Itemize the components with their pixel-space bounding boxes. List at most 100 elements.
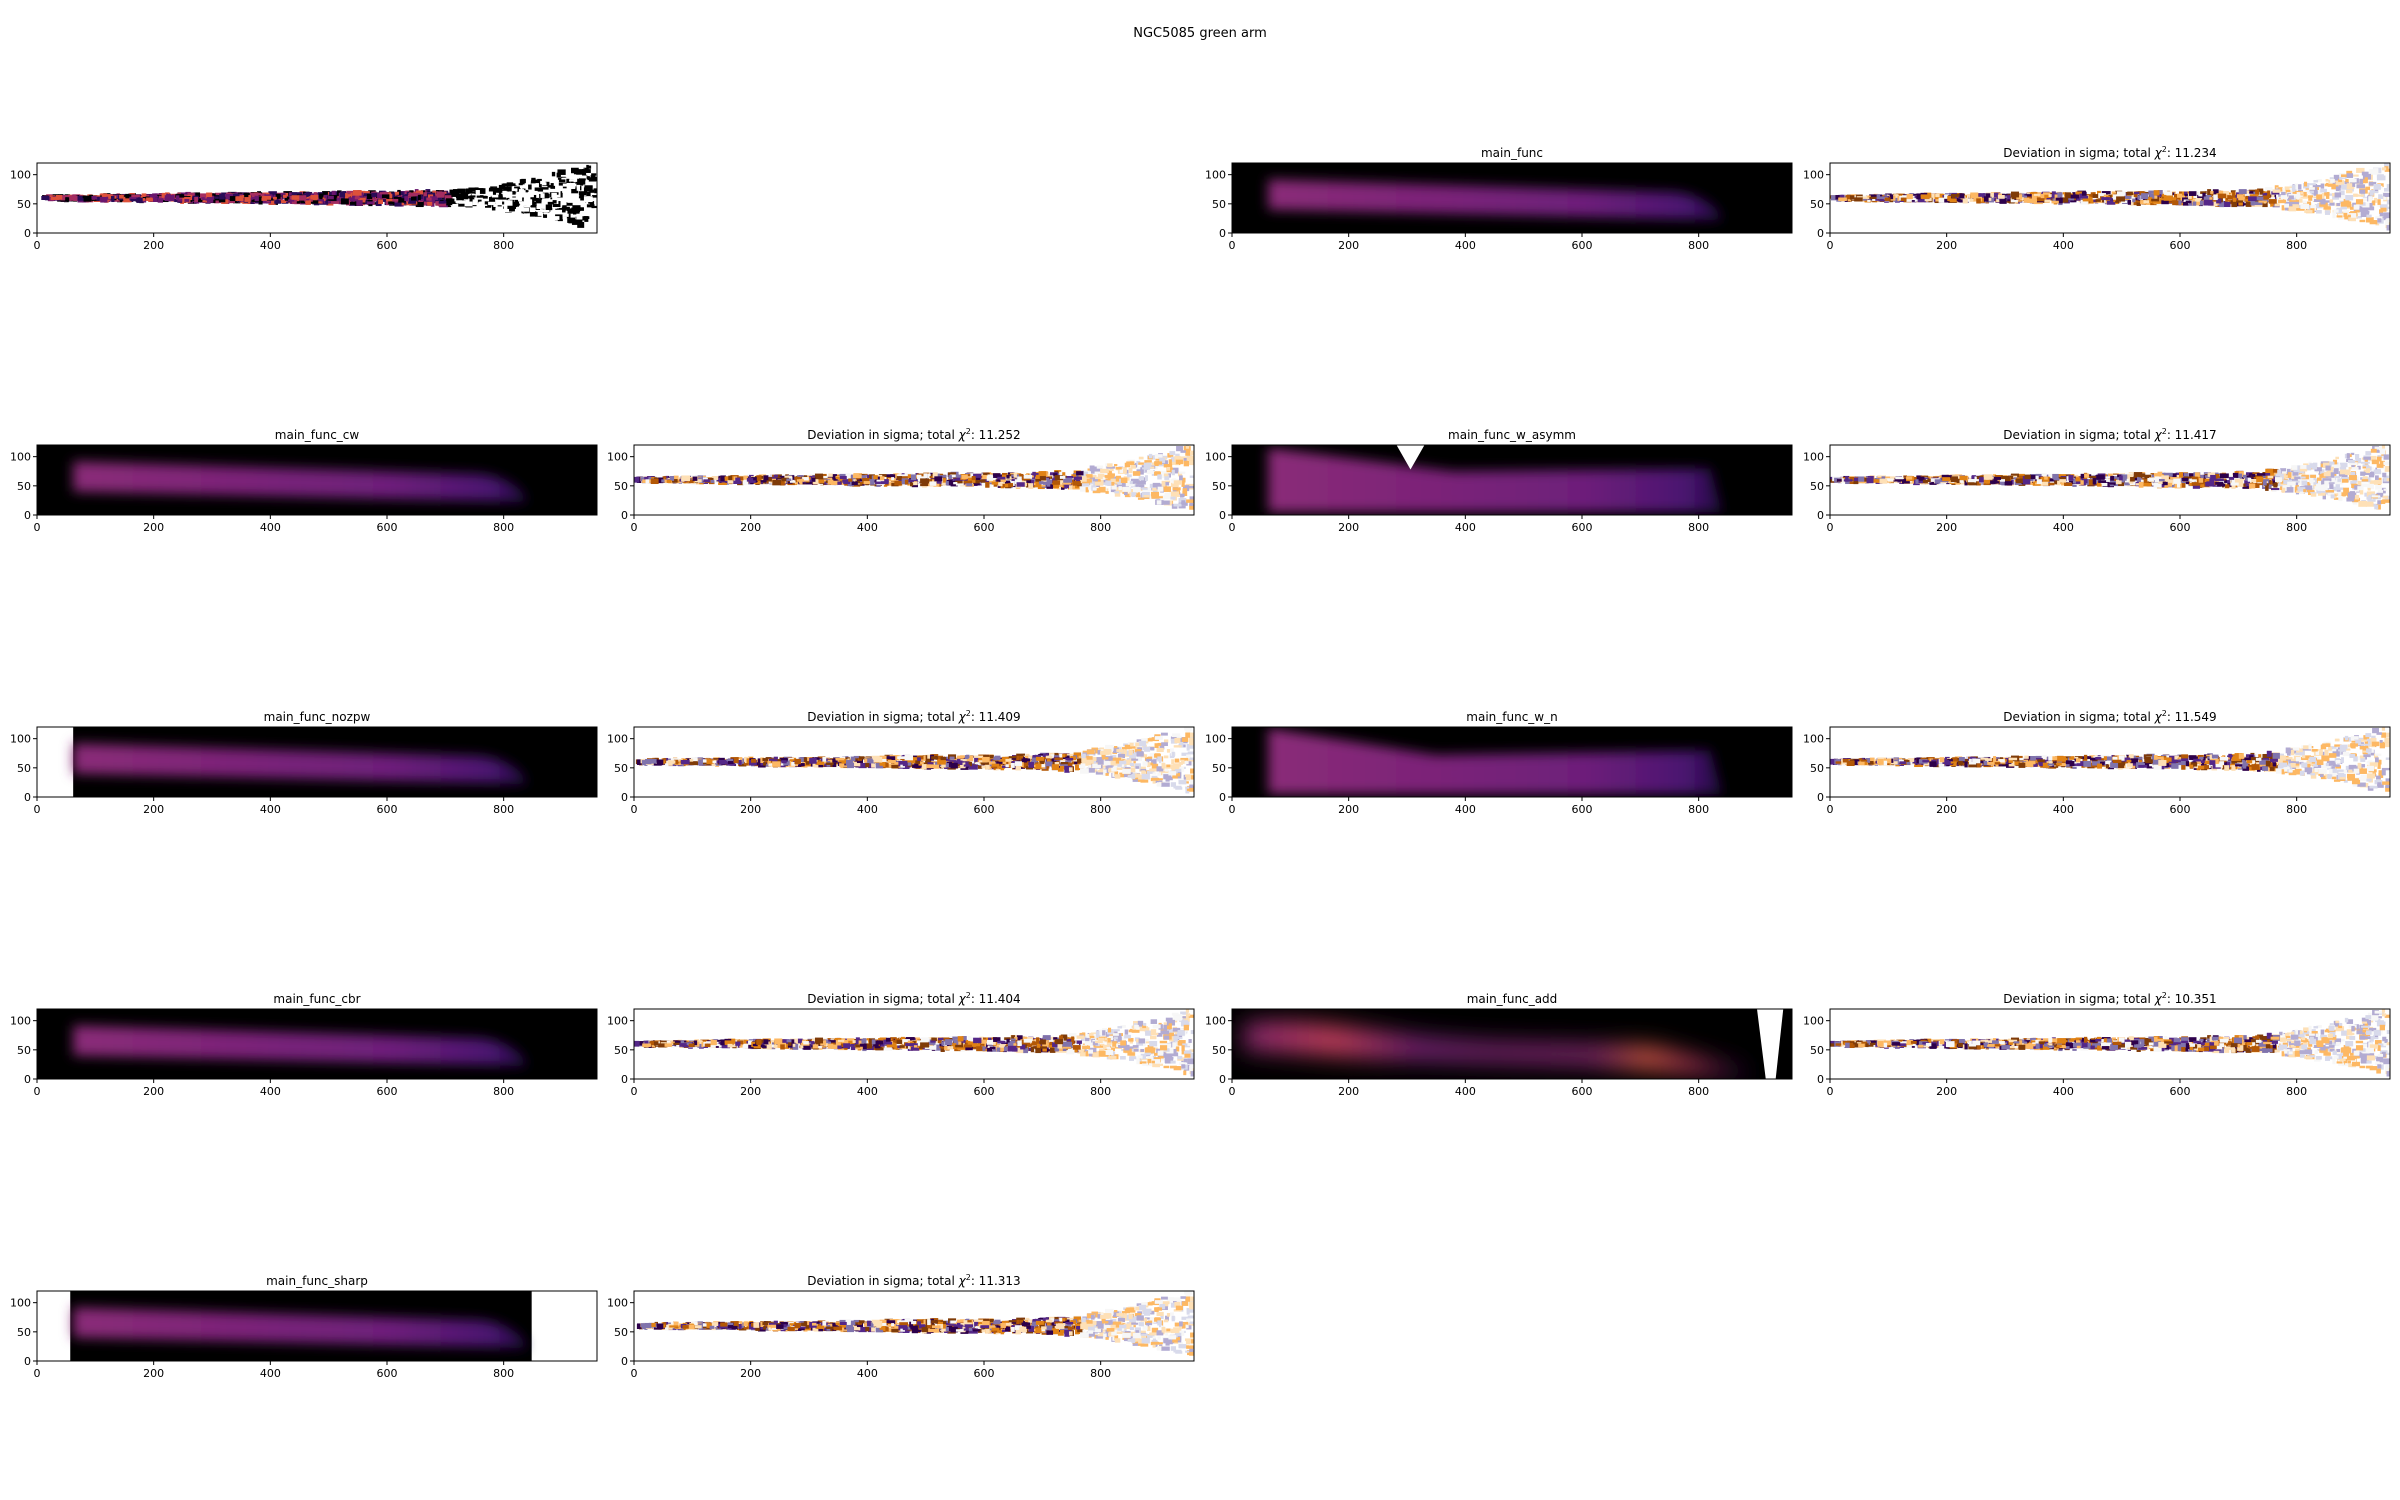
- pixel-cell: [73, 195, 78, 202]
- pixel-cell: [206, 192, 213, 198]
- pixel-cell: [1878, 198, 1886, 202]
- pixel-cell: [893, 473, 899, 479]
- pixel-cell: [2166, 201, 2175, 204]
- pixel-cell: [851, 481, 858, 486]
- pixel-cell: [542, 198, 550, 203]
- pixel-cell: [1135, 484, 1139, 487]
- pixel-cell: [1889, 194, 1894, 200]
- pixel-cell: [1156, 500, 1162, 505]
- pixel-cell: [2291, 184, 2296, 191]
- pixel-cell: [1086, 478, 1092, 483]
- pixel-cell: [385, 198, 393, 202]
- image-area: [1830, 163, 2390, 231]
- pixel-cell: [428, 197, 435, 202]
- pixel-cell: [250, 197, 257, 200]
- pixel-cell: [2185, 200, 2192, 204]
- pixel-cell: [367, 201, 374, 205]
- pixel-cell: [720, 475, 726, 482]
- pixel-cell: [2365, 186, 2371, 190]
- x-tick-label: 200: [740, 521, 761, 534]
- pixel-cell: [1110, 478, 1120, 484]
- pixel-cell: [327, 195, 334, 200]
- pixel-cell: [2148, 190, 2156, 196]
- pixel-cell: [2356, 167, 2365, 173]
- pixel-cell: [404, 196, 408, 202]
- pixel-cell: [2176, 193, 2183, 198]
- pixel-cell: [358, 197, 366, 203]
- pixel-cell: [1032, 473, 1042, 476]
- pixel-cell: [531, 204, 535, 208]
- pixel-cell: [694, 479, 702, 483]
- pixel-cell: [1094, 481, 1104, 486]
- pixel-cell: [296, 192, 302, 195]
- pixel-cell: [510, 188, 518, 192]
- pixel-cell: [590, 175, 596, 178]
- pixel-cell: [2267, 197, 2275, 201]
- pixel-cell: [2314, 198, 2323, 203]
- pixel-cell: [2339, 176, 2343, 180]
- pixel-cell: [2194, 198, 2202, 202]
- pixel-cell: [879, 476, 885, 481]
- pixel-cell: [2245, 201, 2252, 207]
- pixel-cell: [363, 197, 369, 200]
- pixel-cell: [534, 187, 539, 191]
- pixel-cell: [634, 476, 640, 483]
- pixel-cell: [1951, 194, 1956, 200]
- pixel-cell: [2323, 481, 2333, 486]
- pixel-cell: [558, 200, 564, 205]
- pixel-cell: [2262, 195, 2270, 200]
- image-area: [1830, 445, 2390, 510]
- pixel-cell: [641, 477, 647, 482]
- pixel-cell: [2044, 194, 2051, 198]
- pixel-cell: [2020, 197, 2024, 200]
- x-tick-label: 0: [631, 521, 638, 534]
- pixel-cell: [694, 476, 702, 481]
- pixel-cell: [260, 193, 266, 197]
- pixel-cell: [547, 201, 554, 205]
- pixel-cell: [482, 195, 488, 199]
- pixel-cell: [519, 179, 525, 185]
- pixel-cell: [2238, 202, 2243, 206]
- pixel-cell: [1164, 474, 1170, 480]
- pixel-cell: [2350, 182, 2356, 188]
- pixel-cell: [1111, 484, 1117, 490]
- pixel-cell: [482, 203, 488, 206]
- pixel-cell: [1092, 488, 1101, 494]
- subplot-title: main_func_w_asymm: [1448, 428, 1576, 442]
- pixel-cell: [2258, 200, 2268, 203]
- pixel-cell: [123, 196, 132, 203]
- pixel-cell: [455, 195, 462, 198]
- pixel-cell: [656, 477, 664, 484]
- pixel-cell: [909, 482, 914, 487]
- superscript: 2: [966, 427, 971, 436]
- pixel-cell: [2021, 195, 2028, 199]
- pixel-cell: [2324, 191, 2330, 196]
- pixel-cell: [2127, 191, 2133, 196]
- pixel-cell: [537, 178, 542, 183]
- pixel-cell: [2153, 190, 2160, 196]
- pixel-cell: [320, 194, 328, 200]
- pixel-cell: [460, 195, 469, 200]
- pixel-cell: [843, 479, 851, 485]
- pixel-cell: [986, 475, 994, 481]
- x-tick-label: 400: [1455, 239, 1476, 252]
- pixel-cell: [2281, 205, 2285, 211]
- pixel-cell: [2101, 197, 2110, 201]
- pixel-cell: [1189, 496, 1194, 501]
- pixel-cell: [224, 193, 233, 200]
- pixel-cell: [2343, 198, 2350, 203]
- pixel-cell: [912, 481, 918, 486]
- pixel-cell: [570, 167, 579, 174]
- pixel-cell: [1143, 462, 1152, 468]
- pixel-cell: [569, 176, 577, 180]
- pixel-cell: [2101, 191, 2111, 197]
- pixel-cell: [488, 197, 496, 203]
- pixel-cell: [1884, 197, 1890, 202]
- pixel-cell: [1118, 486, 1122, 490]
- pixel-cell: [985, 481, 990, 488]
- pixel-cell: [706, 477, 714, 480]
- pixel-cell: [2303, 201, 2312, 206]
- pixel-cell: [2213, 194, 2218, 201]
- pixel-cell: [572, 205, 581, 212]
- pixel-cell: [519, 197, 528, 202]
